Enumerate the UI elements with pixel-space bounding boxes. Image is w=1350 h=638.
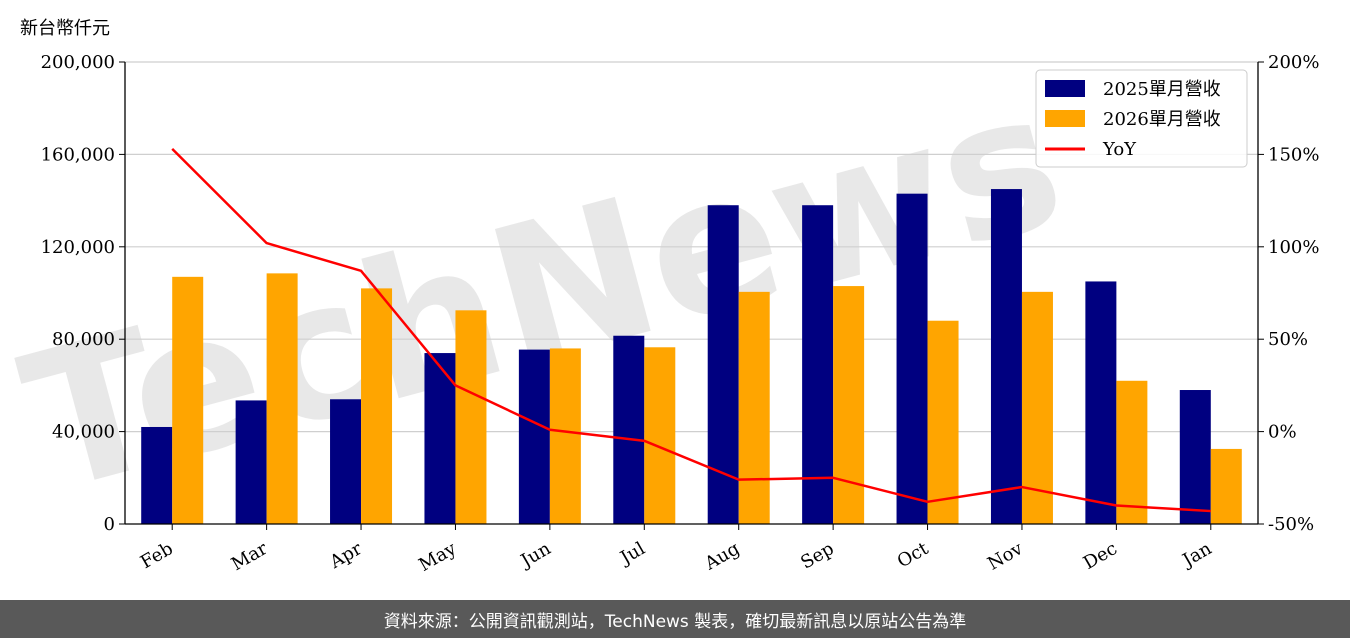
y-tick-label: 160,000 — [41, 144, 115, 165]
y2-tick-label: -50% — [1268, 514, 1314, 535]
bar-2025-apr — [330, 399, 362, 524]
yoy-line-layer — [171, 147, 1211, 513]
legend-swatch — [1045, 80, 1085, 97]
bar-2026-feb — [172, 276, 204, 524]
chart: TechNews 040,00080,000120,000160,000200,… — [4, 18, 1320, 576]
x-tick-label: Sep — [797, 538, 837, 573]
bar-2025-jan — [1179, 390, 1211, 524]
bar-2026-jan — [1210, 448, 1242, 524]
bar-2025-dec — [1085, 281, 1117, 524]
bar-2026-dec — [1116, 380, 1148, 524]
bar-2025-aug — [707, 205, 739, 524]
bar-2025-mar — [235, 400, 267, 524]
bar-2026-aug — [738, 291, 770, 524]
bar-2025-oct — [896, 193, 928, 525]
legend-label: YoY — [1102, 139, 1137, 160]
y2-tick-label: 150% — [1268, 144, 1319, 165]
legend-label: 2025單月營收 — [1103, 79, 1221, 100]
bar-2025-may — [424, 353, 456, 524]
legend-swatch — [1045, 110, 1085, 127]
x-tick-label: Jan — [1177, 538, 1215, 572]
y-tick-label: 80,000 — [52, 329, 115, 350]
bar-2026-nov — [1021, 291, 1053, 524]
bar-2026-may — [455, 310, 487, 524]
bar-2025-nov — [990, 189, 1022, 525]
source-note: 資料來源：公開資訊觀測站，TechNews 製表，確切最新訊息以原站公告為準 — [383, 611, 967, 632]
y-axis-label: 新台幣仟元 — [20, 18, 110, 39]
x-tick-label: Feb — [137, 538, 177, 573]
y2-tick-label: 200% — [1268, 52, 1319, 73]
bar-2026-sep — [833, 286, 865, 524]
y2-tick-label: 100% — [1268, 237, 1319, 258]
bar-2026-jun — [549, 348, 581, 524]
x-tick-label: Mar — [228, 538, 272, 575]
y-tick-label: 0 — [104, 514, 115, 535]
bar-2026-oct — [927, 320, 959, 524]
footer-bar: 資料來源：公開資訊觀測站，TechNews 製表，確切最新訊息以原站公告為準 — [0, 600, 1350, 638]
y-tick-label: 120,000 — [41, 237, 115, 258]
x-tick-label: May — [415, 538, 460, 576]
bar-2026-apr — [361, 288, 393, 524]
legend-label: 2026單月營收 — [1103, 109, 1221, 130]
y2-tick-label: 50% — [1268, 329, 1308, 350]
bar-2025-feb — [141, 426, 173, 524]
gridlines — [125, 61, 1258, 433]
bar-2025-jul — [613, 335, 645, 524]
x-tick-label: Oct — [894, 538, 933, 573]
y-tick-label: 200,000 — [41, 52, 115, 73]
bar-2026-jul — [644, 347, 676, 524]
x-tick-label: Jun — [516, 538, 555, 573]
legend-box — [1035, 69, 1248, 168]
yoy-line — [171, 147, 1211, 513]
x-tick-label: Aug — [701, 538, 744, 575]
x-tick-label: Jul — [615, 538, 649, 570]
x-tick-label: Apr — [325, 538, 365, 573]
x-tick-label: Nov — [984, 538, 1027, 575]
y-tick-label: 40,000 — [52, 422, 115, 443]
legend: 2025單月營收 2026單月營收 YoY — [1035, 69, 1248, 168]
bars — [141, 189, 1242, 525]
bar-2025-jun — [518, 349, 550, 524]
y2-tick-label: 0% — [1268, 422, 1297, 443]
x-tick-label: Dec — [1080, 538, 1121, 574]
bar-2025-sep — [802, 205, 834, 524]
bar-2026-mar — [266, 273, 298, 524]
